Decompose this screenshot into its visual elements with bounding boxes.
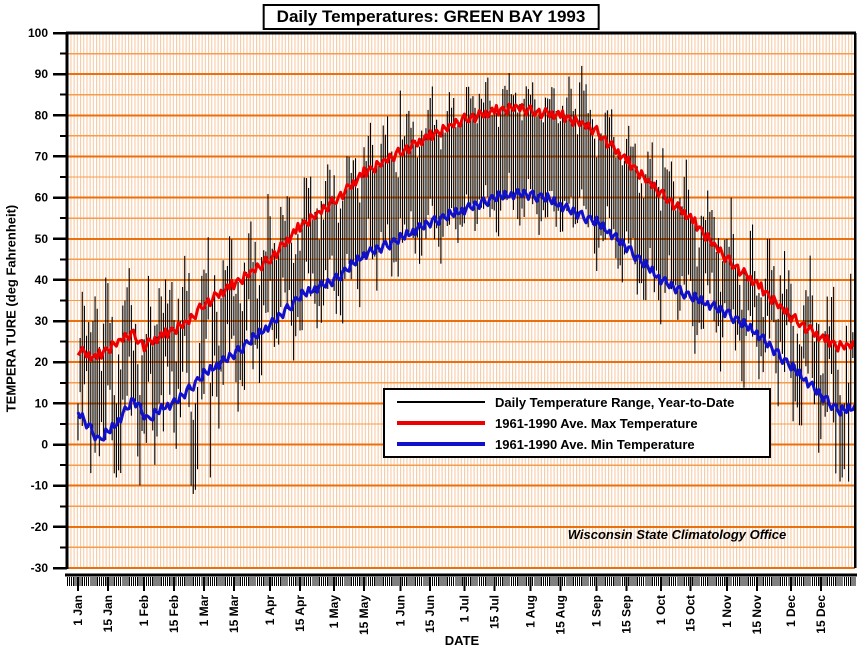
legend-entry-range: Daily Temperature Range, Year-to-Date	[385, 393, 769, 411]
svg-text:15 Oct: 15 Oct	[684, 595, 698, 632]
svg-text:15 Nov: 15 Nov	[750, 595, 764, 635]
svg-text:1 Feb: 1 Feb	[137, 595, 151, 626]
svg-text:15 Sep: 15 Sep	[620, 595, 634, 634]
svg-text:1 Dec: 1 Dec	[784, 595, 798, 627]
svg-text:1 Jan: 1 Jan	[71, 595, 85, 626]
svg-text:100: 100	[28, 26, 48, 40]
legend-entry-avg-min: 1961-1990 Ave. Min Temperature	[385, 435, 769, 453]
svg-text:-20: -20	[31, 520, 49, 534]
svg-text:15 Dec: 15 Dec	[814, 595, 828, 634]
svg-text:15 May: 15 May	[357, 595, 371, 635]
legend-line-sample-blue	[397, 442, 485, 446]
x-axis-title: DATE	[444, 633, 480, 648]
svg-text:15 Jul: 15 Jul	[487, 595, 501, 629]
svg-text:15 Feb: 15 Feb	[167, 595, 181, 633]
svg-text:15 Jun: 15 Jun	[423, 595, 437, 633]
chart-title: Daily Temperatures: GREEN BAY 1993	[262, 4, 600, 30]
svg-text:70: 70	[35, 149, 49, 163]
svg-text:1 May: 1 May	[327, 595, 341, 629]
svg-text:40: 40	[35, 273, 49, 287]
svg-text:20: 20	[35, 355, 49, 369]
svg-text:1 Oct: 1 Oct	[654, 595, 668, 625]
svg-text:-10: -10	[31, 479, 49, 493]
svg-text:-30: -30	[31, 561, 49, 575]
attribution-text: Wisconsin State Climatology Office	[567, 527, 787, 542]
svg-text:15 Aug: 15 Aug	[553, 595, 567, 635]
svg-text:1 Jul: 1 Jul	[457, 595, 471, 622]
legend-label: 1961-1990 Ave. Max Temperature	[495, 415, 698, 431]
svg-text:60: 60	[35, 191, 49, 205]
svg-text:15 Mar: 15 Mar	[227, 595, 241, 633]
svg-text:0: 0	[41, 438, 48, 452]
svg-text:1 Mar: 1 Mar	[197, 595, 211, 627]
svg-text:80: 80	[35, 108, 49, 122]
legend-label: Daily Temperature Range, Year-to-Date	[495, 394, 735, 410]
legend-line-sample-black	[397, 401, 485, 403]
svg-text:1 Apr: 1 Apr	[263, 595, 277, 626]
legend-line-sample-red	[397, 421, 485, 425]
svg-text:1 Jun: 1 Jun	[393, 595, 407, 626]
svg-text:15 Jan: 15 Jan	[101, 595, 115, 632]
svg-text:1 Sep: 1 Sep	[590, 595, 604, 627]
svg-text:90: 90	[35, 67, 49, 81]
svg-text:50: 50	[35, 232, 49, 246]
svg-text:10: 10	[35, 396, 49, 410]
legend-label: 1961-1990 Ave. Min Temperature	[495, 436, 695, 452]
y-axis-title: TEMPERA TURE (deg Fahrenheit)	[3, 204, 19, 413]
svg-text:1 Aug: 1 Aug	[524, 595, 538, 628]
legend: Daily Temperature Range, Year-to-Date 19…	[383, 388, 771, 458]
svg-text:1 Nov: 1 Nov	[720, 595, 734, 628]
legend-entry-avg-max: 1961-1990 Ave. Max Temperature	[385, 414, 769, 432]
svg-text:15 Apr: 15 Apr	[293, 595, 307, 632]
svg-text:30: 30	[35, 314, 49, 328]
